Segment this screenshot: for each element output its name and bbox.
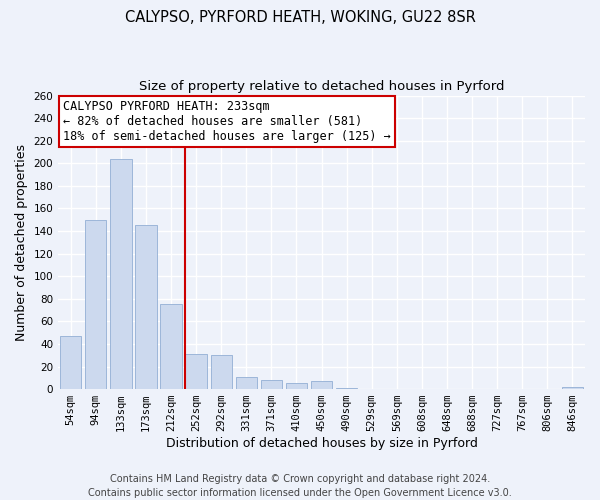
Bar <box>110 159 131 389</box>
Bar <box>286 384 307 389</box>
Bar <box>60 336 82 389</box>
Bar <box>211 355 232 389</box>
Title: Size of property relative to detached houses in Pyrford: Size of property relative to detached ho… <box>139 80 505 93</box>
Bar <box>236 376 257 389</box>
Bar <box>185 354 207 389</box>
Y-axis label: Number of detached properties: Number of detached properties <box>15 144 28 341</box>
Text: CALYPSO, PYRFORD HEATH, WOKING, GU22 8SR: CALYPSO, PYRFORD HEATH, WOKING, GU22 8SR <box>125 10 475 25</box>
Bar <box>160 304 182 389</box>
Text: Contains HM Land Registry data © Crown copyright and database right 2024.
Contai: Contains HM Land Registry data © Crown c… <box>88 474 512 498</box>
X-axis label: Distribution of detached houses by size in Pyrford: Distribution of detached houses by size … <box>166 437 478 450</box>
Bar <box>136 226 157 389</box>
Bar <box>85 220 106 389</box>
Text: CALYPSO PYRFORD HEATH: 233sqm
← 82% of detached houses are smaller (581)
18% of : CALYPSO PYRFORD HEATH: 233sqm ← 82% of d… <box>64 100 391 143</box>
Bar <box>311 381 332 389</box>
Bar <box>336 388 358 389</box>
Bar <box>562 387 583 389</box>
Bar <box>261 380 282 389</box>
